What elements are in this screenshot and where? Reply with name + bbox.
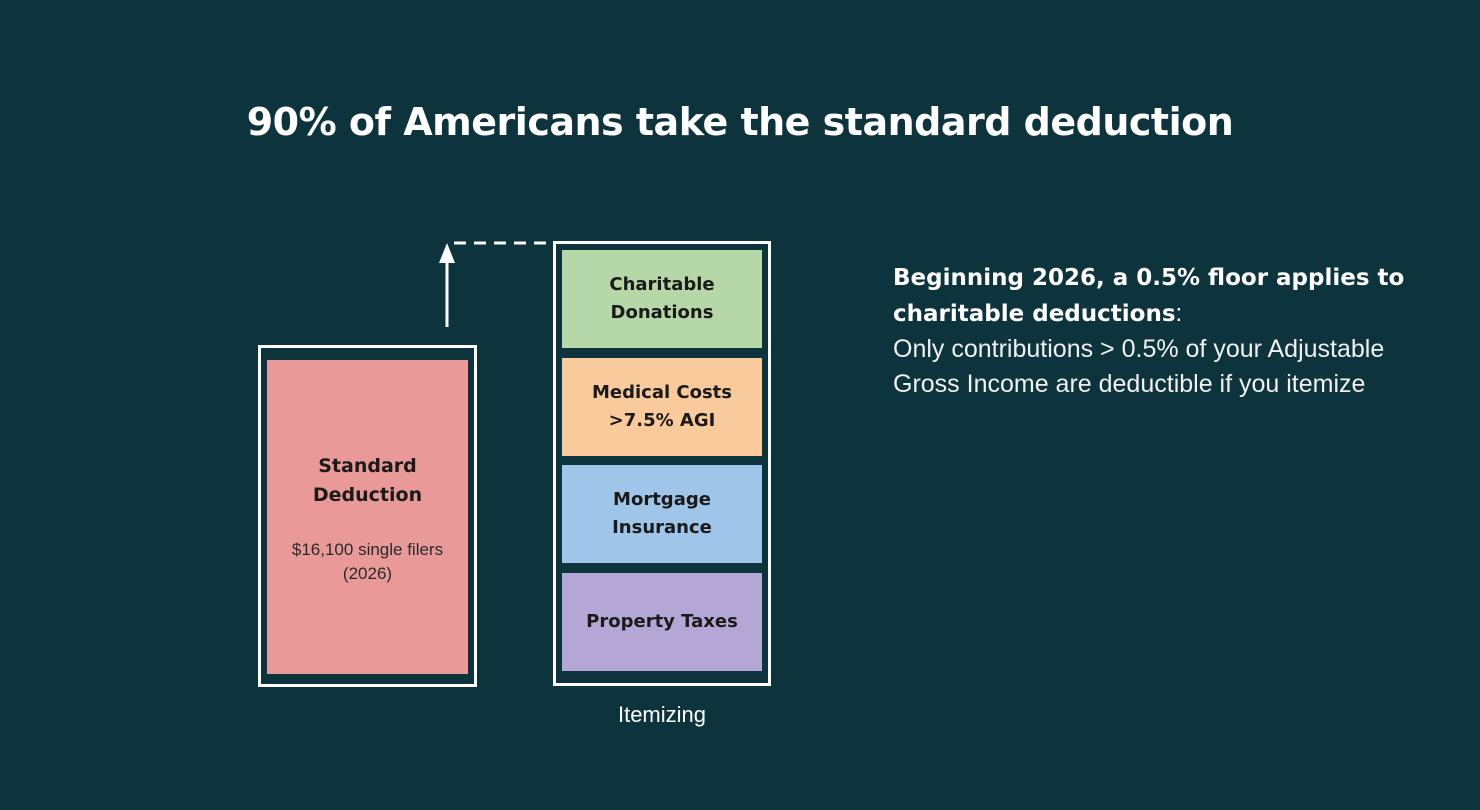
itemizing-frame: Charitable Donations Medical Costs >7.5%…	[553, 241, 771, 686]
standard-deduction-amount: $16,100 single filers (2026)	[291, 540, 444, 583]
itemizing-label: Itemizing	[617, 702, 707, 727]
item-mortgage-insurance: Mortgage Insurance	[562, 465, 762, 563]
item-medical-costs: Medical Costs >7.5% AGI	[562, 358, 762, 456]
standard-deduction-label: Standard Deduction	[312, 455, 423, 506]
item-charitable-donations: Charitable Donations	[562, 250, 762, 348]
arrow-head	[439, 243, 455, 263]
standard-deduction-frame: Standard Deduction $16,100 single filers…	[258, 345, 477, 687]
note-body: Only contributions > 0.5% of your Adjust…	[893, 335, 1385, 398]
charitable-floor-note: Beginning 2026, a 0.5% floor applies to …	[893, 260, 1453, 402]
note-colon: :	[1175, 300, 1183, 327]
standard-deduction-block: Standard Deduction $16,100 single filers…	[267, 360, 468, 674]
arrow-up-icon	[439, 241, 556, 327]
note-heading: Beginning 2026, a 0.5% floor applies to …	[893, 265, 1405, 327]
item-property-taxes: Property Taxes	[562, 573, 762, 671]
page-title: 90% of Americans take the standard deduc…	[246, 100, 1234, 144]
